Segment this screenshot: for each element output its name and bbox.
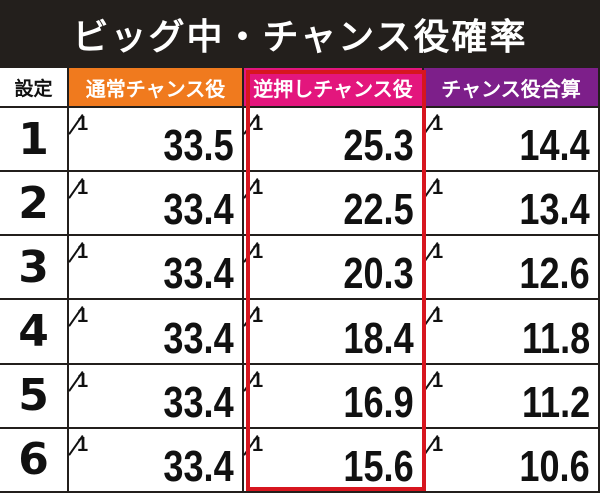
numerator: 1: [77, 433, 89, 456]
reverse-chance-cell: 1 22.5: [243, 172, 424, 237]
numerator: 1: [252, 305, 264, 328]
numerator: 1: [77, 113, 89, 135]
setting-cell: 1: [0, 108, 69, 173]
header-chance-total: チャンス役合算: [424, 68, 600, 108]
normal-chance-cell: 1 33.4: [68, 236, 244, 301]
normal-chance-value: 33.4: [163, 249, 234, 299]
header-reverse-chance: 逆押しチャンス役: [244, 68, 424, 108]
numerator: 1: [432, 113, 444, 135]
reverse-chance-value: 16.9: [343, 377, 414, 427]
normal-chance-value: 33.4: [163, 185, 234, 235]
normal-chance-cell: 1 33.5: [68, 108, 244, 173]
numerator: 1: [432, 369, 444, 392]
numerator: 1: [432, 433, 444, 456]
numerator: 1: [77, 305, 89, 328]
setting-cell: 3: [0, 236, 69, 301]
reverse-chance-value: 22.5: [343, 185, 414, 235]
total-chance-value: 13.4: [519, 185, 590, 235]
numerator: 1: [432, 177, 444, 200]
total-chance-value: 11.8: [521, 313, 590, 363]
probability-table: 設定 通常チャンス役 逆押しチャンス役 チャンス役合算 1 1 33.5 1 25.…: [0, 68, 600, 493]
numerator: 1: [252, 433, 264, 456]
setting-cell: 5: [0, 364, 69, 429]
reverse-chance-cell: 1 18.4: [243, 300, 424, 365]
numerator: 1: [77, 369, 89, 392]
setting-cell: 2: [0, 172, 69, 237]
reverse-chance-value: 20.3: [343, 249, 414, 299]
reverse-chance-value: 25.3: [343, 121, 414, 171]
normal-chance-cell: 1 33.4: [68, 364, 244, 429]
numerator: 1: [252, 177, 264, 200]
reverse-chance-cell: 1 25.3: [243, 108, 424, 173]
numerator: 1: [432, 241, 444, 264]
total-chance-value: 10.6: [519, 441, 590, 491]
table-title: ビッグ中・チャンス役確率: [72, 17, 528, 58]
numerator: 1: [77, 177, 89, 200]
total-chance-cell: 1 14.4: [423, 108, 600, 173]
normal-chance-value: 33.4: [163, 377, 234, 427]
total-chance-cell: 1 12.6: [423, 236, 600, 301]
numerator: 1: [77, 241, 89, 264]
setting-cell: 6: [0, 428, 69, 493]
numerator: 1: [252, 113, 264, 135]
header-setting: 設定: [0, 68, 69, 108]
total-chance-value: 11.2: [521, 377, 590, 427]
reverse-chance-cell: 1 16.9: [243, 364, 424, 429]
normal-chance-cell: 1 33.4: [68, 172, 244, 237]
header-normal-chance: 通常チャンス役: [69, 68, 244, 108]
total-chance-value: 12.6: [519, 249, 590, 299]
total-chance-cell: 1 11.8: [423, 300, 600, 365]
reverse-chance-value: 15.6: [343, 441, 414, 491]
normal-chance-cell: 1 33.4: [68, 300, 244, 365]
numerator: 1: [252, 241, 264, 264]
setting-cell: 4: [0, 300, 69, 365]
total-chance-value: 14.4: [519, 121, 590, 171]
reverse-chance-cell: 1 20.3: [243, 236, 424, 301]
normal-chance-value: 33.4: [163, 313, 234, 363]
numerator: 1: [252, 369, 264, 392]
normal-chance-value: 33.5: [163, 121, 234, 171]
normal-chance-cell: 1 33.4: [68, 428, 244, 493]
total-chance-cell: 1 10.6: [423, 428, 600, 493]
numerator: 1: [432, 305, 444, 328]
total-chance-cell: 1 13.4: [423, 172, 600, 237]
reverse-chance-value: 18.4: [343, 313, 414, 363]
reverse-chance-cell: 1 15.6: [243, 428, 424, 493]
total-chance-cell: 1 11.2: [423, 364, 600, 429]
normal-chance-value: 33.4: [163, 441, 234, 491]
